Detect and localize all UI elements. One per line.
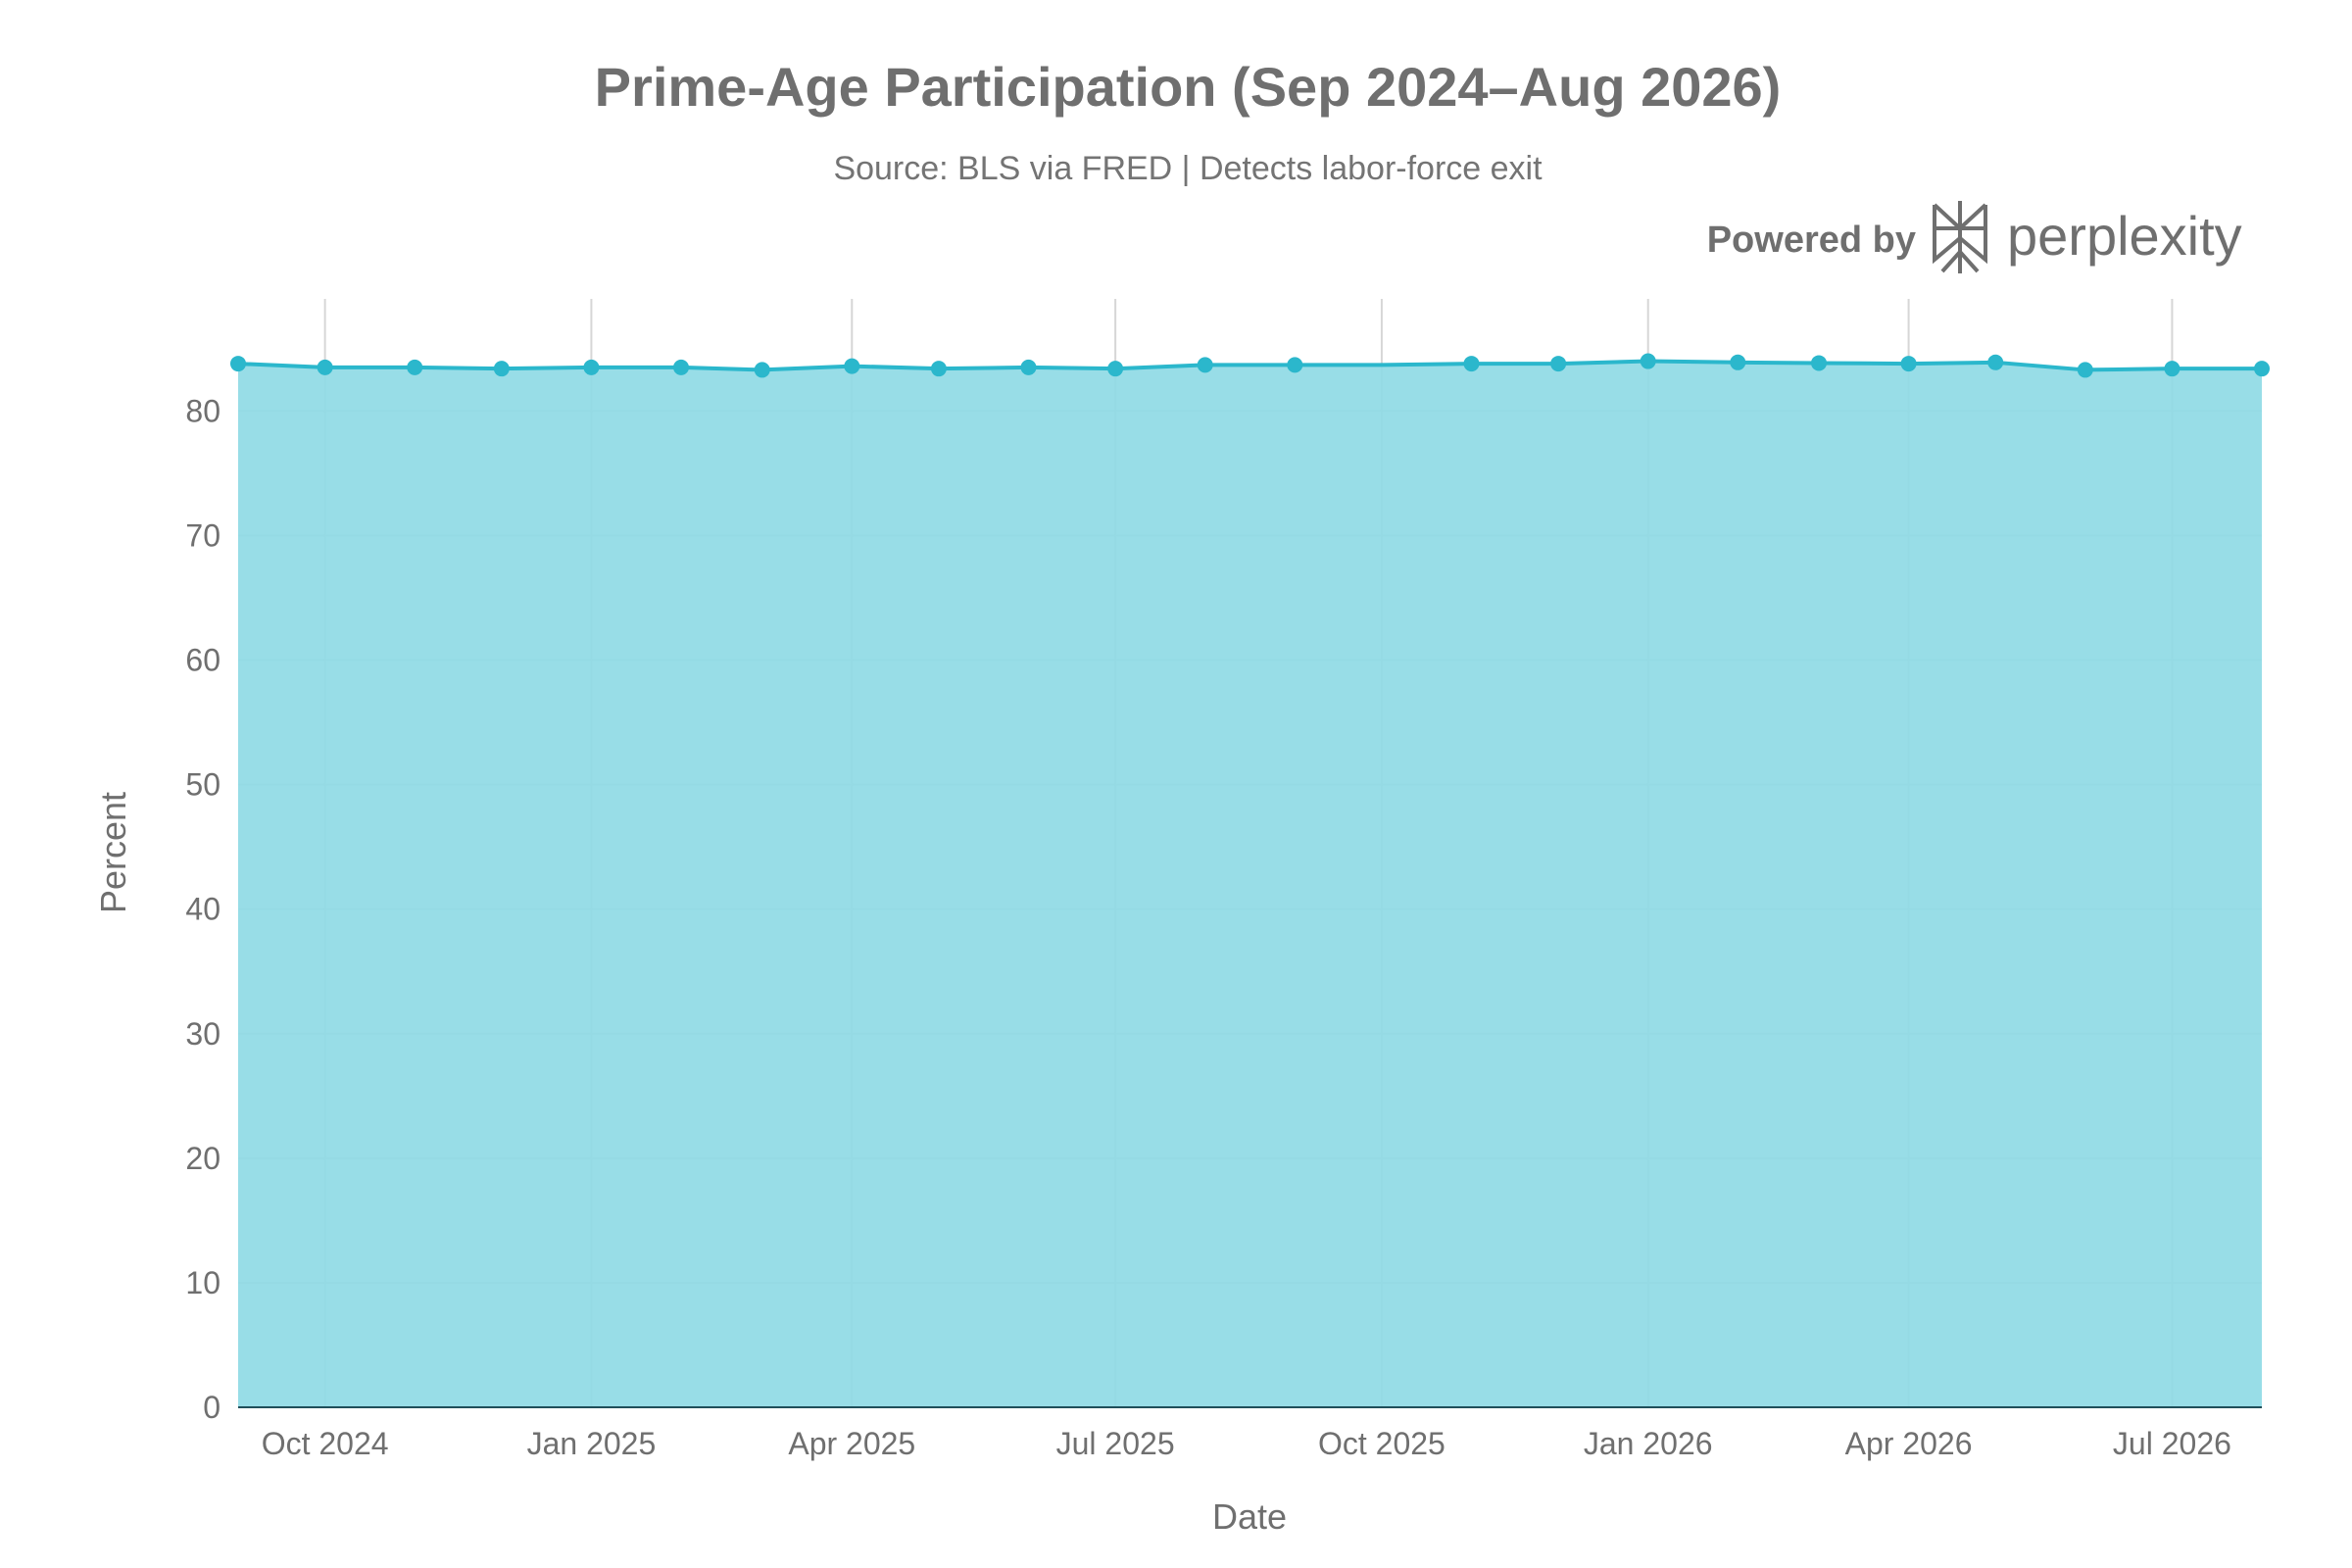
data-point-5[interactable]: [672, 359, 689, 375]
y-tick-label-8: 80: [185, 393, 220, 428]
chart-subtitle: Source: BLS via FRED | Detects labor-for…: [833, 150, 1543, 187]
data-point-15[interactable]: [1550, 356, 1567, 372]
data-point-22[interactable]: [2164, 361, 2180, 377]
data-point-17[interactable]: [1730, 354, 1746, 370]
x-axis-label: Date: [1212, 1496, 1287, 1537]
data-point-21[interactable]: [2077, 362, 2093, 378]
data-point-1[interactable]: [317, 359, 333, 375]
data-point-19[interactable]: [1900, 356, 1917, 372]
data-point-14[interactable]: [1463, 356, 1480, 372]
data-point-23[interactable]: [2254, 361, 2270, 377]
data-point-11[interactable]: [1197, 357, 1213, 373]
y-tick-label-1: 10: [185, 1265, 220, 1300]
y-tick-label-0: 0: [203, 1390, 220, 1425]
data-point-3[interactable]: [493, 361, 510, 377]
data-point-18[interactable]: [1811, 355, 1828, 371]
data-point-9[interactable]: [1020, 359, 1037, 375]
x-tick-label-6: Apr 2026: [1845, 1426, 1973, 1461]
y-tick-label-6: 60: [185, 643, 220, 678]
data-point-20[interactable]: [1987, 354, 2004, 370]
y-axis-ticks: 0 10 20 30 40 50 60 70 80: [185, 393, 220, 1425]
x-tick-label-0: Oct 2024: [262, 1426, 389, 1461]
data-point-7[interactable]: [844, 358, 860, 374]
y-tick-label-5: 50: [185, 767, 220, 803]
series-area-fill: [238, 361, 2262, 1408]
data-point-4[interactable]: [583, 359, 600, 375]
series-area: [237, 359, 2262, 1408]
powered-by-label: Powered by: [1707, 220, 1916, 261]
data-point-12[interactable]: [1287, 357, 1303, 373]
perplexity-brand-name: perplexity: [2007, 205, 2242, 267]
data-point-16[interactable]: [1640, 353, 1656, 369]
x-tick-label-1: Jan 2025: [527, 1426, 657, 1461]
data-point-2[interactable]: [407, 359, 423, 375]
data-point-10[interactable]: [1107, 361, 1124, 377]
x-tick-label-4: Oct 2025: [1318, 1426, 1446, 1461]
y-tick-label-4: 40: [185, 892, 220, 927]
data-point-6[interactable]: [754, 362, 770, 378]
x-tick-label-3: Jul 2025: [1056, 1426, 1175, 1461]
chart-title: Prime-Age Participation (Sep 2024–Aug 20…: [595, 56, 1782, 118]
y-tick-label-2: 20: [185, 1141, 220, 1176]
y-axis-label: Percent: [93, 792, 133, 913]
series-line: [237, 359, 2262, 372]
x-axis-ticks: Oct 2024 Jan 2025 Apr 2025 Jul 2025 Oct 2025…: [262, 1426, 2231, 1461]
data-point-0[interactable]: [230, 356, 246, 372]
x-tick-label-5: Jan 2026: [1584, 1426, 1713, 1461]
x-tick-label-2: Apr 2025: [788, 1426, 915, 1461]
data-point-8[interactable]: [930, 361, 947, 377]
perplexity-logo-icon: [1933, 201, 1987, 273]
series-markers: [230, 353, 2270, 378]
y-tick-label-7: 70: [185, 517, 220, 553]
y-tick-label-3: 30: [185, 1016, 220, 1052]
x-tick-label-7: Jul 2026: [2113, 1426, 2231, 1461]
